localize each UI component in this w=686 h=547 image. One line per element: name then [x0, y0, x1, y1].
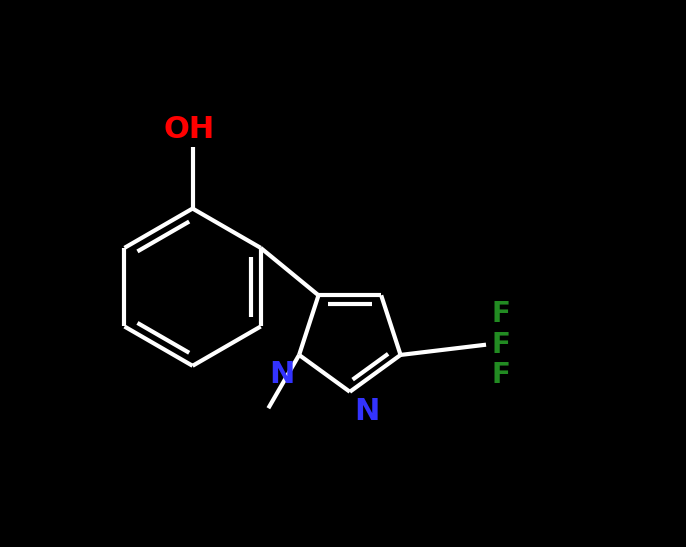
- Text: N: N: [355, 397, 380, 426]
- Text: F: F: [491, 331, 510, 359]
- Text: N: N: [269, 360, 294, 389]
- Text: F: F: [491, 300, 510, 328]
- Text: OH: OH: [163, 114, 215, 144]
- Text: F: F: [491, 362, 510, 389]
